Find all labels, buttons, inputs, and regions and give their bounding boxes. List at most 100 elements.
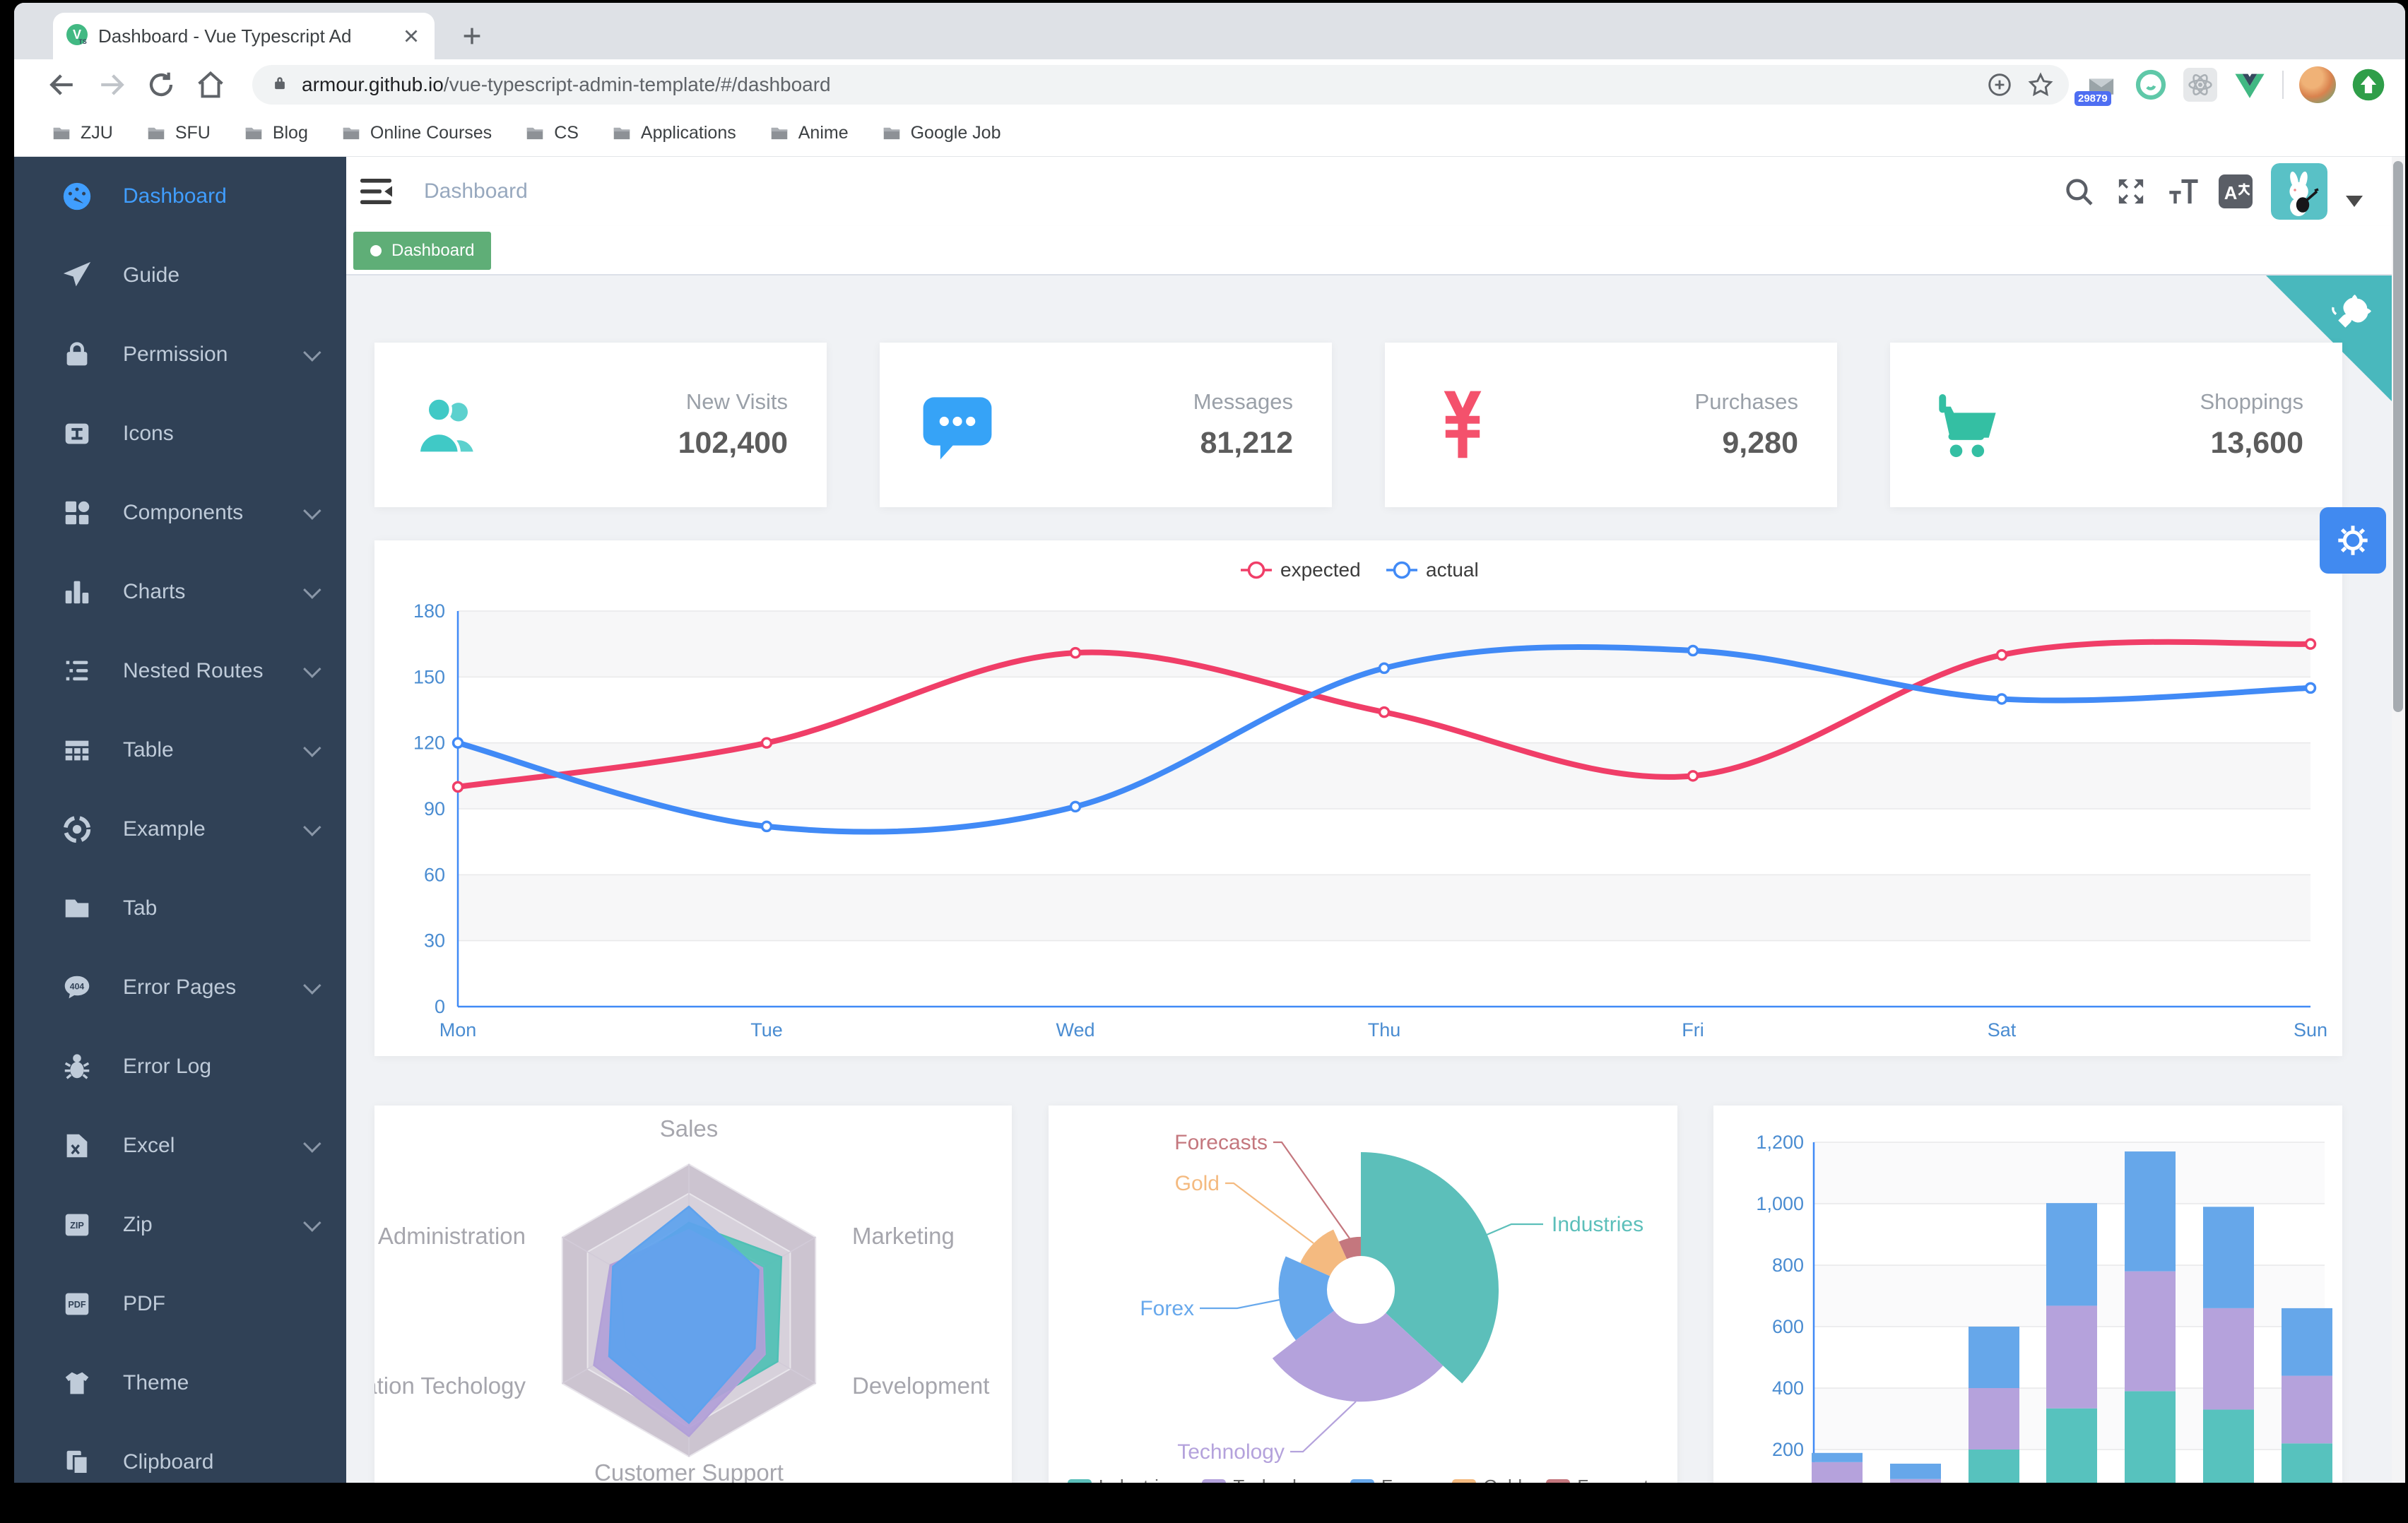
pie-chart[interactable]: Industries Technology Forex Gold Forecasts bbox=[1049, 1106, 1677, 1483]
svg-text:400: 400 bbox=[1772, 1377, 1804, 1399]
home-button[interactable] bbox=[194, 69, 227, 101]
reload-button[interactable] bbox=[145, 69, 177, 101]
bookmark-label: CS bbox=[554, 123, 579, 143]
pie-legend-item-forecasts[interactable]: Forecasts bbox=[1546, 1476, 1658, 1483]
pie-legend-item-technology[interactable]: Technology bbox=[1202, 1476, 1326, 1483]
zip-icon: ZIP bbox=[61, 1209, 93, 1241]
sidebar-item-label: Theme bbox=[123, 1371, 189, 1394]
fullscreen-icon[interactable] bbox=[2114, 174, 2148, 208]
text-size-icon[interactable] bbox=[2166, 174, 2200, 208]
extension-react-icon[interactable] bbox=[2183, 68, 2217, 102]
bug-icon bbox=[61, 1050, 93, 1083]
bookmark-online-courses[interactable]: Online Courses bbox=[341, 123, 492, 144]
svg-text:ZIP: ZIP bbox=[70, 1221, 84, 1231]
bookmark-zju[interactable]: ZJU bbox=[51, 123, 113, 144]
scrollbar-thumb[interactable] bbox=[2393, 161, 2403, 712]
stat-card-purchases[interactable]: Purchases 9,280 bbox=[1385, 343, 1837, 507]
breadcrumb: Dashboard bbox=[424, 179, 528, 203]
sidebar-item-theme[interactable]: Theme bbox=[14, 1344, 346, 1423]
sidebar-item-charts[interactable]: Charts bbox=[14, 552, 346, 632]
sidebar-item-zip[interactable]: ZIP Zip bbox=[14, 1185, 346, 1264]
sidebar-item-label: Error Pages bbox=[123, 976, 237, 999]
sidebar-item-icons[interactable]: Icons bbox=[14, 394, 346, 473]
sidebar-item-tab[interactable]: Tab bbox=[14, 869, 346, 948]
tag-dashboard[interactable]: Dashboard bbox=[353, 232, 492, 270]
stat-value: 13,600 bbox=[2210, 426, 2303, 460]
back-button[interactable] bbox=[46, 69, 78, 101]
bookmark-blog[interactable]: Blog bbox=[243, 123, 308, 144]
settings-gear-button[interactable] bbox=[2320, 507, 2386, 574]
bar-chart[interactable]: 200 400 600 800 1,000 1,200 bbox=[1713, 1106, 2342, 1483]
stat-value: 102,400 bbox=[678, 426, 788, 460]
stat-card-new-visits[interactable]: New Visits 102,400 bbox=[374, 343, 827, 507]
stat-card-messages[interactable]: Messages 81,212 bbox=[880, 343, 1332, 507]
pie-legend-item-gold[interactable]: Gold bbox=[1452, 1476, 1522, 1483]
stat-card-shoppings[interactable]: Shoppings 13,600 bbox=[1890, 343, 2342, 507]
pie-legend: Industries Technology Forex Gold Forecasts bbox=[1049, 1476, 1677, 1483]
search-icon[interactable] bbox=[2062, 174, 2096, 208]
svg-text:150: 150 bbox=[413, 666, 445, 687]
sidebar-item-guide[interactable]: Guide bbox=[14, 236, 346, 315]
pie-legend-item-forex[interactable]: Forex bbox=[1350, 1476, 1428, 1483]
clipboard-icon bbox=[61, 1446, 93, 1478]
browser-tab[interactable]: V TS Dashboard - Vue Typescript Ad bbox=[53, 13, 435, 59]
vue-favicon: V TS bbox=[66, 23, 88, 49]
sidebar-item-table[interactable]: Table bbox=[14, 711, 346, 790]
page-scrollbar[interactable] bbox=[2392, 157, 2405, 1483]
legend-swatch bbox=[1202, 1478, 1227, 1483]
tab-close-icon[interactable] bbox=[401, 25, 422, 47]
svg-text:800: 800 bbox=[1772, 1255, 1804, 1276]
message-icon bbox=[919, 386, 996, 464]
hamburger-icon[interactable] bbox=[356, 172, 396, 211]
new-tab-button[interactable] bbox=[456, 20, 488, 52]
tab-title: Dashboard - Vue Typescript Ad bbox=[98, 25, 352, 47]
sidebar-item-permission[interactable]: Permission bbox=[14, 315, 346, 394]
avatar-caret-down-icon[interactable] bbox=[2346, 196, 2363, 207]
extension-mail-icon[interactable]: 29879 bbox=[2074, 68, 2118, 106]
bookmark-label: Google Job bbox=[910, 123, 1001, 143]
sidebar-item-label: PDF bbox=[123, 1292, 165, 1315]
update-browser-button[interactable] bbox=[2351, 68, 2385, 102]
lock-icon bbox=[269, 73, 290, 97]
sidebar-item-dashboard[interactable]: Dashboard bbox=[14, 157, 346, 236]
bookmark-anime[interactable]: Anime bbox=[769, 123, 849, 144]
translate-icon[interactable]: A bbox=[2219, 174, 2253, 208]
sidebar-item-label: Tab bbox=[123, 896, 158, 920]
sidebar-item-pdf[interactable]: PDF PDF bbox=[14, 1264, 346, 1344]
sidebar-item-label: Permission bbox=[123, 343, 228, 366]
url-text[interactable]: armour.github.io/vue-typescript-admin-te… bbox=[302, 73, 1973, 96]
zoom-page-icon[interactable] bbox=[1985, 71, 2014, 99]
bookmark-applications[interactable]: Applications bbox=[611, 123, 736, 144]
sidebar-item-clipboard[interactable]: Clipboard bbox=[14, 1423, 346, 1483]
sidebar-item-error-log[interactable]: Error Log bbox=[14, 1027, 346, 1106]
stat-label: Messages bbox=[1193, 389, 1293, 414]
bookmark-sfu[interactable]: SFU bbox=[146, 123, 211, 144]
address-bar[interactable]: armour.github.io/vue-typescript-admin-te… bbox=[252, 65, 2069, 105]
bookmark-cs[interactable]: CS bbox=[524, 123, 579, 144]
extension-vue-icon[interactable] bbox=[2233, 68, 2267, 102]
sidebar-item-error-pages[interactable]: 404 Error Pages bbox=[14, 948, 346, 1027]
sidebar-item-excel[interactable]: Excel bbox=[14, 1106, 346, 1185]
bookmark-star-icon[interactable] bbox=[2026, 71, 2055, 99]
sidebar-item-nested-routes[interactable]: Nested Routes bbox=[14, 632, 346, 711]
user-avatar[interactable] bbox=[2271, 163, 2327, 220]
pie-legend-item-industries[interactable]: Industries bbox=[1067, 1476, 1178, 1483]
extension-badge: 29879 bbox=[2074, 91, 2111, 106]
svg-text:Forex: Forex bbox=[1140, 1297, 1194, 1320]
money-icon bbox=[1424, 386, 1501, 464]
chrome-profile-avatar[interactable] bbox=[2299, 66, 2336, 103]
svg-text:600: 600 bbox=[1772, 1316, 1804, 1337]
forward-button[interactable] bbox=[95, 69, 128, 101]
excel-icon bbox=[61, 1130, 93, 1162]
extension-loop-icon[interactable] bbox=[2134, 68, 2168, 102]
svg-text:Sat: Sat bbox=[1988, 1019, 2017, 1041]
legend-label: Forecasts bbox=[1577, 1476, 1658, 1483]
bookmark-google-job[interactable]: Google Job bbox=[881, 123, 1001, 144]
svg-text:A: A bbox=[2224, 184, 2238, 203]
sidebar-item-components[interactable]: Components bbox=[14, 473, 346, 552]
line-chart[interactable]: 0 30 60 90 120 150 180 Mon Tue Wed Thu Fri Sat Sun exp… bbox=[374, 540, 2342, 1060]
sidebar: Dashboard Guide Permission Icons Components C… bbox=[14, 157, 346, 1483]
sidebar-item-example[interactable]: Example bbox=[14, 790, 346, 869]
svg-text:180: 180 bbox=[413, 600, 445, 622]
radar-chart[interactable]: Sales Marketing Development Customer Suppor… bbox=[374, 1106, 1012, 1483]
